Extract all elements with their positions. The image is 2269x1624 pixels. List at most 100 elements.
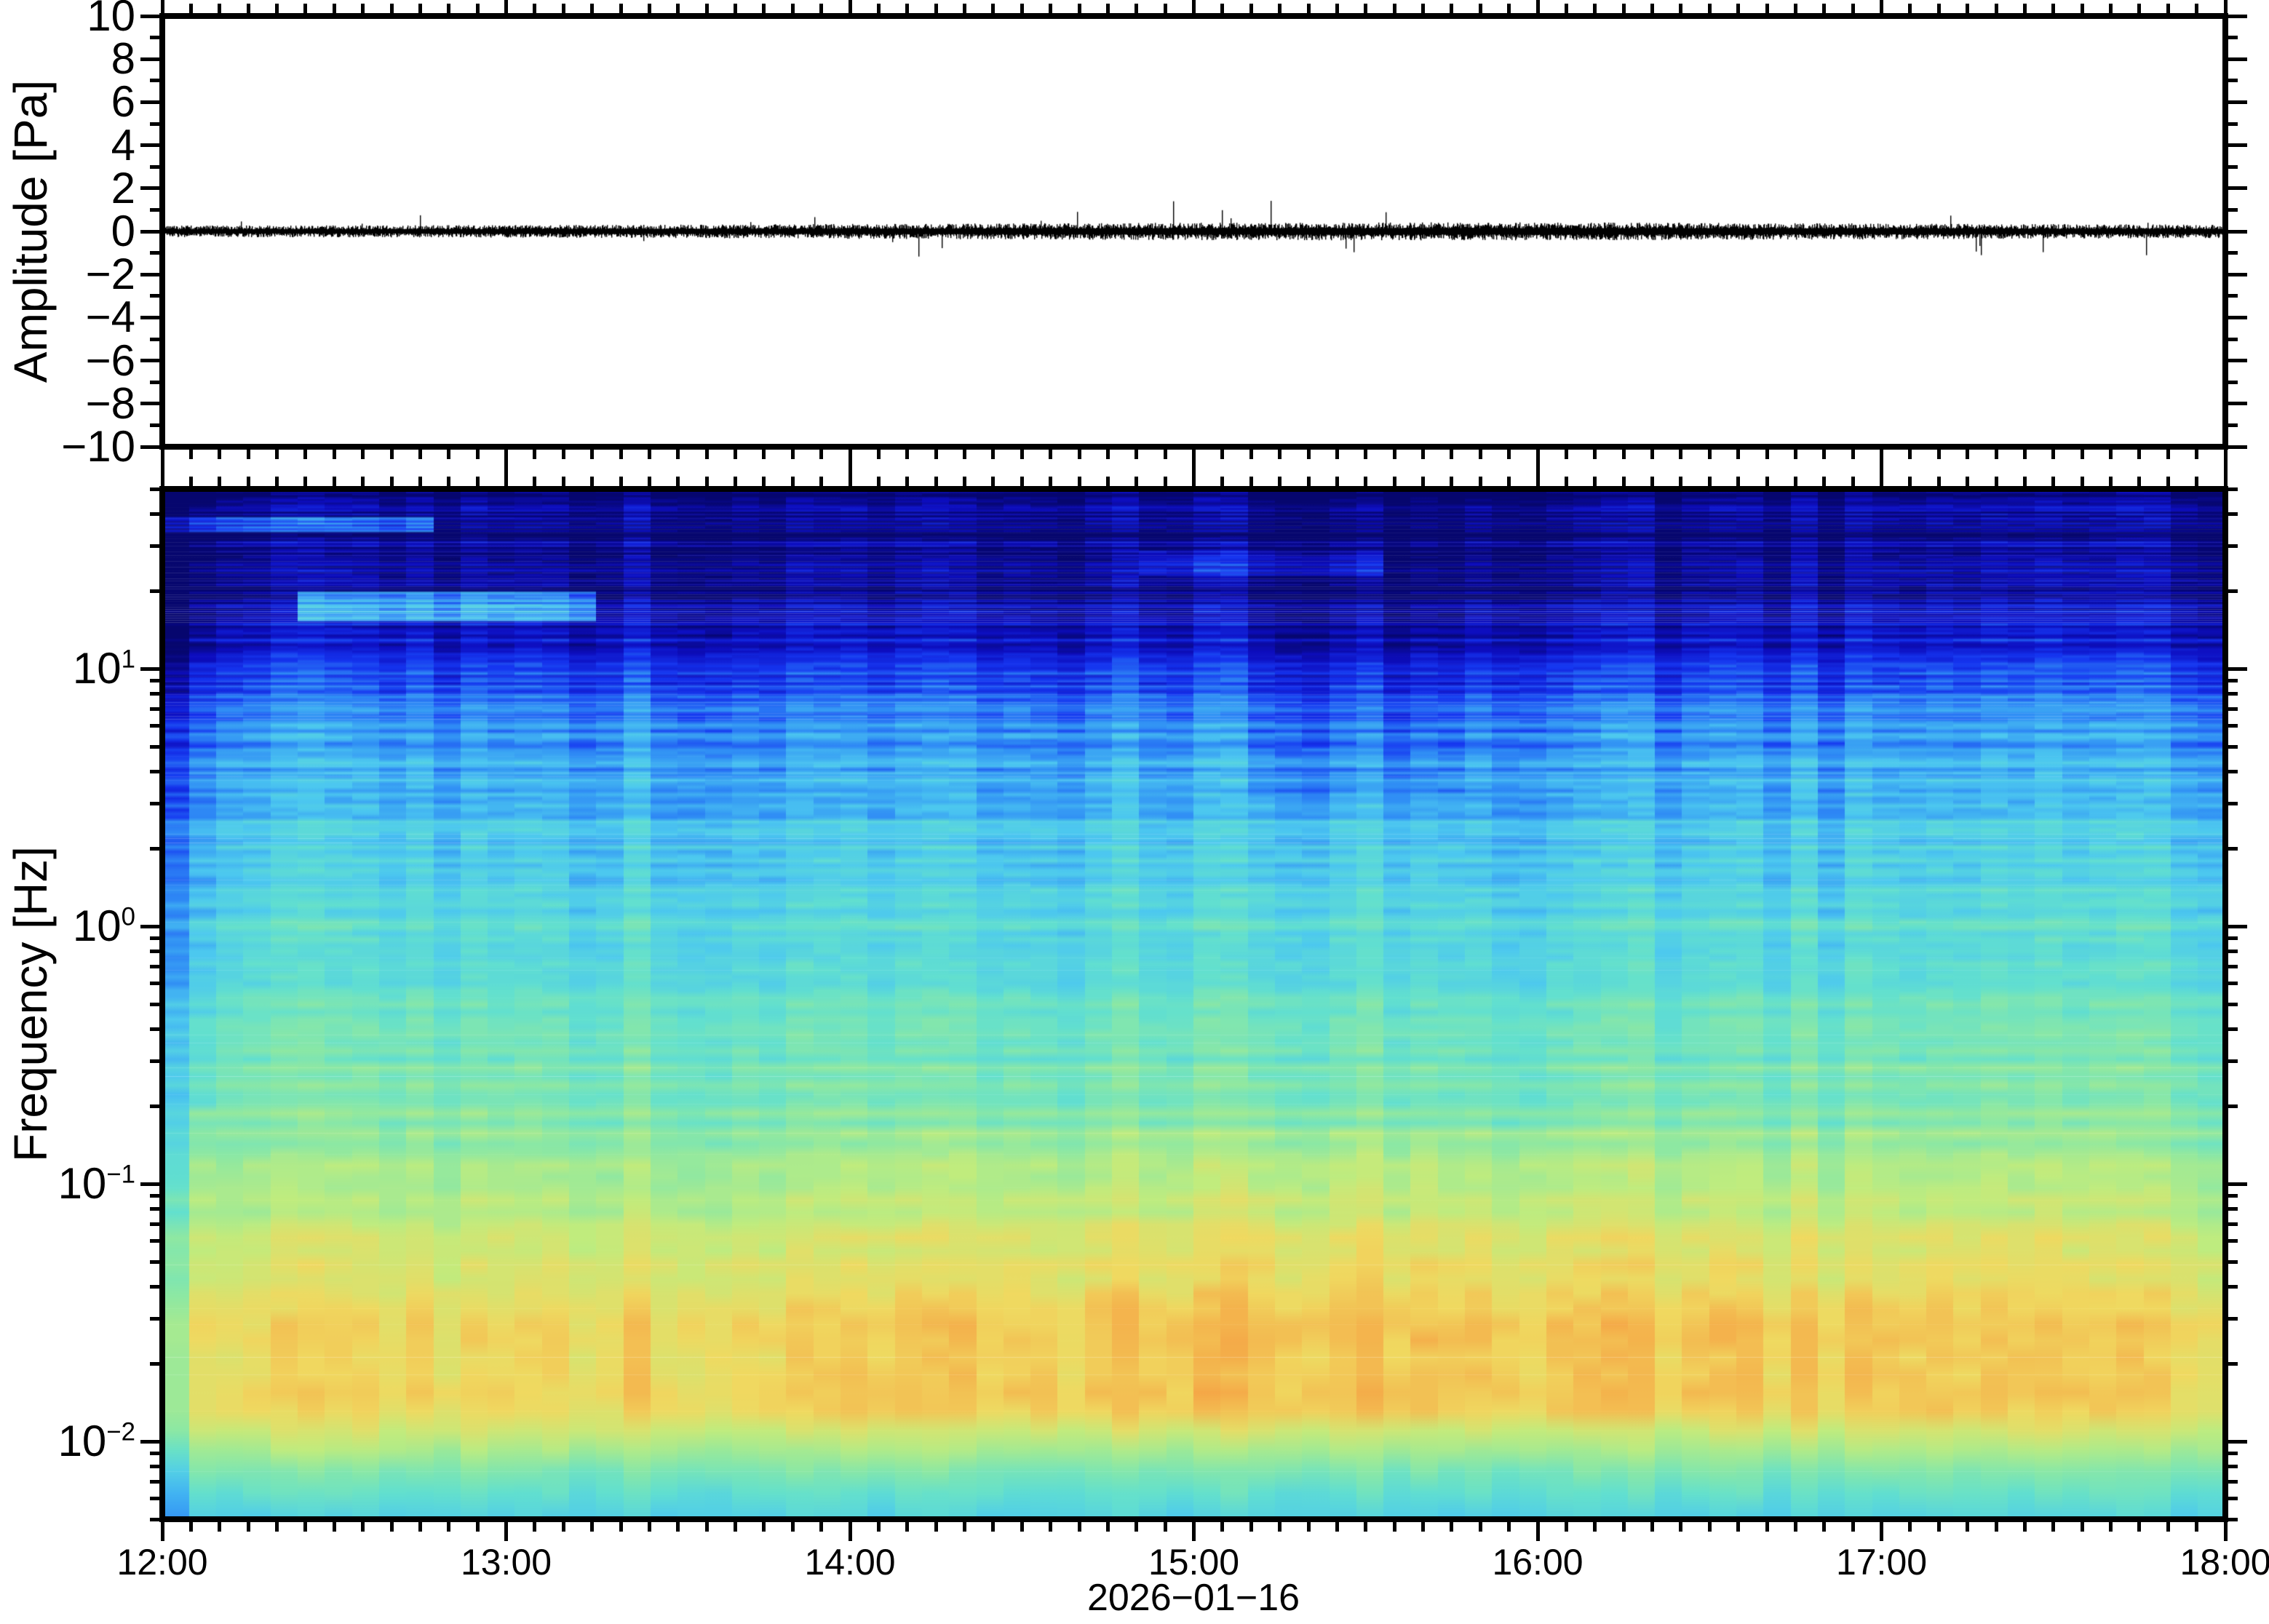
time-minor-tick <box>1507 450 1511 459</box>
frequency-minor-tick <box>2228 769 2238 773</box>
time-minor-tick <box>1564 450 1568 459</box>
amplitude-tick-label: −8 <box>85 378 135 428</box>
amplitude-major-tick <box>140 186 159 191</box>
time-minor-tick <box>1478 1522 1482 1532</box>
time-minor-tick <box>1507 477 1511 486</box>
time-minor-tick <box>1707 477 1712 486</box>
time-minor-tick <box>1249 4 1253 13</box>
time-minor-tick <box>647 1522 651 1532</box>
frequency-minor-tick <box>150 544 159 549</box>
frequency-minor-tick <box>2228 1284 2238 1289</box>
amplitude-major-tick <box>140 14 159 18</box>
time-minor-tick <box>1249 477 1253 486</box>
amplitude-minor-tick <box>150 380 159 384</box>
time-minor-tick <box>1421 1522 1425 1532</box>
time-minor-tick <box>1220 4 1225 13</box>
amplitude-minor-tick <box>2228 36 2238 40</box>
time-minor-tick <box>275 4 279 13</box>
time-minor-tick <box>1421 450 1425 459</box>
time-minor-tick <box>1278 1522 1282 1532</box>
time-minor-tick <box>934 1522 938 1532</box>
frequency-minor-tick <box>2228 724 2238 728</box>
time-minor-tick <box>1077 450 1081 459</box>
time-minor-tick <box>1306 450 1311 459</box>
frequency-minor-tick <box>150 1104 159 1109</box>
time-minor-tick <box>1134 450 1139 459</box>
time-minor-tick <box>561 1522 565 1532</box>
time-minor-tick <box>1392 477 1396 486</box>
time-minor-tick <box>418 450 422 459</box>
time-minor-tick <box>1822 450 1827 459</box>
time-minor-tick <box>447 4 451 13</box>
time-major-tick <box>1192 1522 1196 1541</box>
time-minor-tick <box>361 4 365 13</box>
time-minor-tick <box>1163 1522 1167 1532</box>
time-minor-tick <box>590 477 595 486</box>
time-minor-tick <box>389 477 394 486</box>
time-minor-tick <box>1851 450 1855 459</box>
time-minor-tick <box>1364 4 1368 13</box>
amplitude-major-tick <box>140 229 159 234</box>
time-minor-tick <box>2109 477 2113 486</box>
time-minor-tick <box>1507 1522 1511 1532</box>
time-minor-tick <box>1421 477 1425 486</box>
amplitude-minor-tick <box>2228 337 2238 341</box>
time-minor-tick <box>1936 477 1941 486</box>
time-minor-tick <box>1134 4 1139 13</box>
amplitude-major-tick <box>140 315 159 319</box>
time-major-tick <box>504 467 508 486</box>
time-minor-tick <box>704 477 709 486</box>
time-minor-tick <box>246 1522 250 1532</box>
time-minor-tick <box>934 477 938 486</box>
time-minor-tick <box>1994 1522 1998 1532</box>
time-minor-tick <box>2051 477 2056 486</box>
time-minor-tick <box>1936 1522 1941 1532</box>
time-major-tick <box>1535 467 1540 486</box>
time-minor-tick <box>1564 477 1568 486</box>
time-minor-tick <box>1507 4 1511 13</box>
time-minor-tick <box>447 450 451 459</box>
time-minor-tick <box>533 1522 537 1532</box>
amplitude-minor-tick <box>2228 423 2238 427</box>
time-minor-tick <box>1049 1522 1053 1532</box>
time-minor-tick <box>1793 1522 1797 1532</box>
time-minor-tick <box>790 450 795 459</box>
time-minor-tick <box>819 477 824 486</box>
time-minor-tick <box>2022 450 2027 459</box>
time-minor-tick <box>303 477 308 486</box>
amplitude-minor-tick <box>2228 164 2238 169</box>
frequency-minor-tick <box>150 802 159 806</box>
time-minor-tick <box>1822 477 1827 486</box>
amplitude-major-tick <box>2228 359 2247 363</box>
amplitude-major-tick <box>140 445 159 449</box>
time-minor-tick <box>1679 450 1683 459</box>
time-major-tick <box>1535 1522 1540 1541</box>
frequency-minor-tick <box>2228 487 2238 491</box>
time-minor-tick <box>332 1522 336 1532</box>
frequency-major-tick <box>140 1182 159 1186</box>
amplitude-minor-tick <box>2228 380 2238 384</box>
time-minor-tick <box>1593 477 1597 486</box>
time-tick-label: 16:00 <box>1492 1542 1583 1583</box>
time-minor-tick <box>734 450 737 459</box>
time-minor-tick <box>218 450 222 459</box>
time-major-tick <box>2223 1522 2228 1541</box>
time-minor-tick <box>2195 1522 2199 1532</box>
time-minor-tick <box>1793 450 1797 459</box>
time-minor-tick <box>2166 477 2170 486</box>
time-minor-tick <box>676 450 680 459</box>
time-minor-tick <box>2080 450 2084 459</box>
time-minor-tick <box>2166 450 2170 459</box>
time-minor-tick <box>1392 450 1396 459</box>
frequency-minor-tick <box>150 1317 159 1321</box>
amplitude-minor-tick <box>2228 251 2238 255</box>
time-minor-tick <box>1306 1522 1311 1532</box>
time-minor-tick <box>246 4 250 13</box>
time-minor-tick <box>1049 4 1053 13</box>
time-minor-tick <box>218 4 222 13</box>
time-minor-tick <box>1478 4 1482 13</box>
frequency-major-tick <box>140 666 159 671</box>
time-minor-tick <box>1679 4 1683 13</box>
time-minor-tick <box>619 4 623 13</box>
